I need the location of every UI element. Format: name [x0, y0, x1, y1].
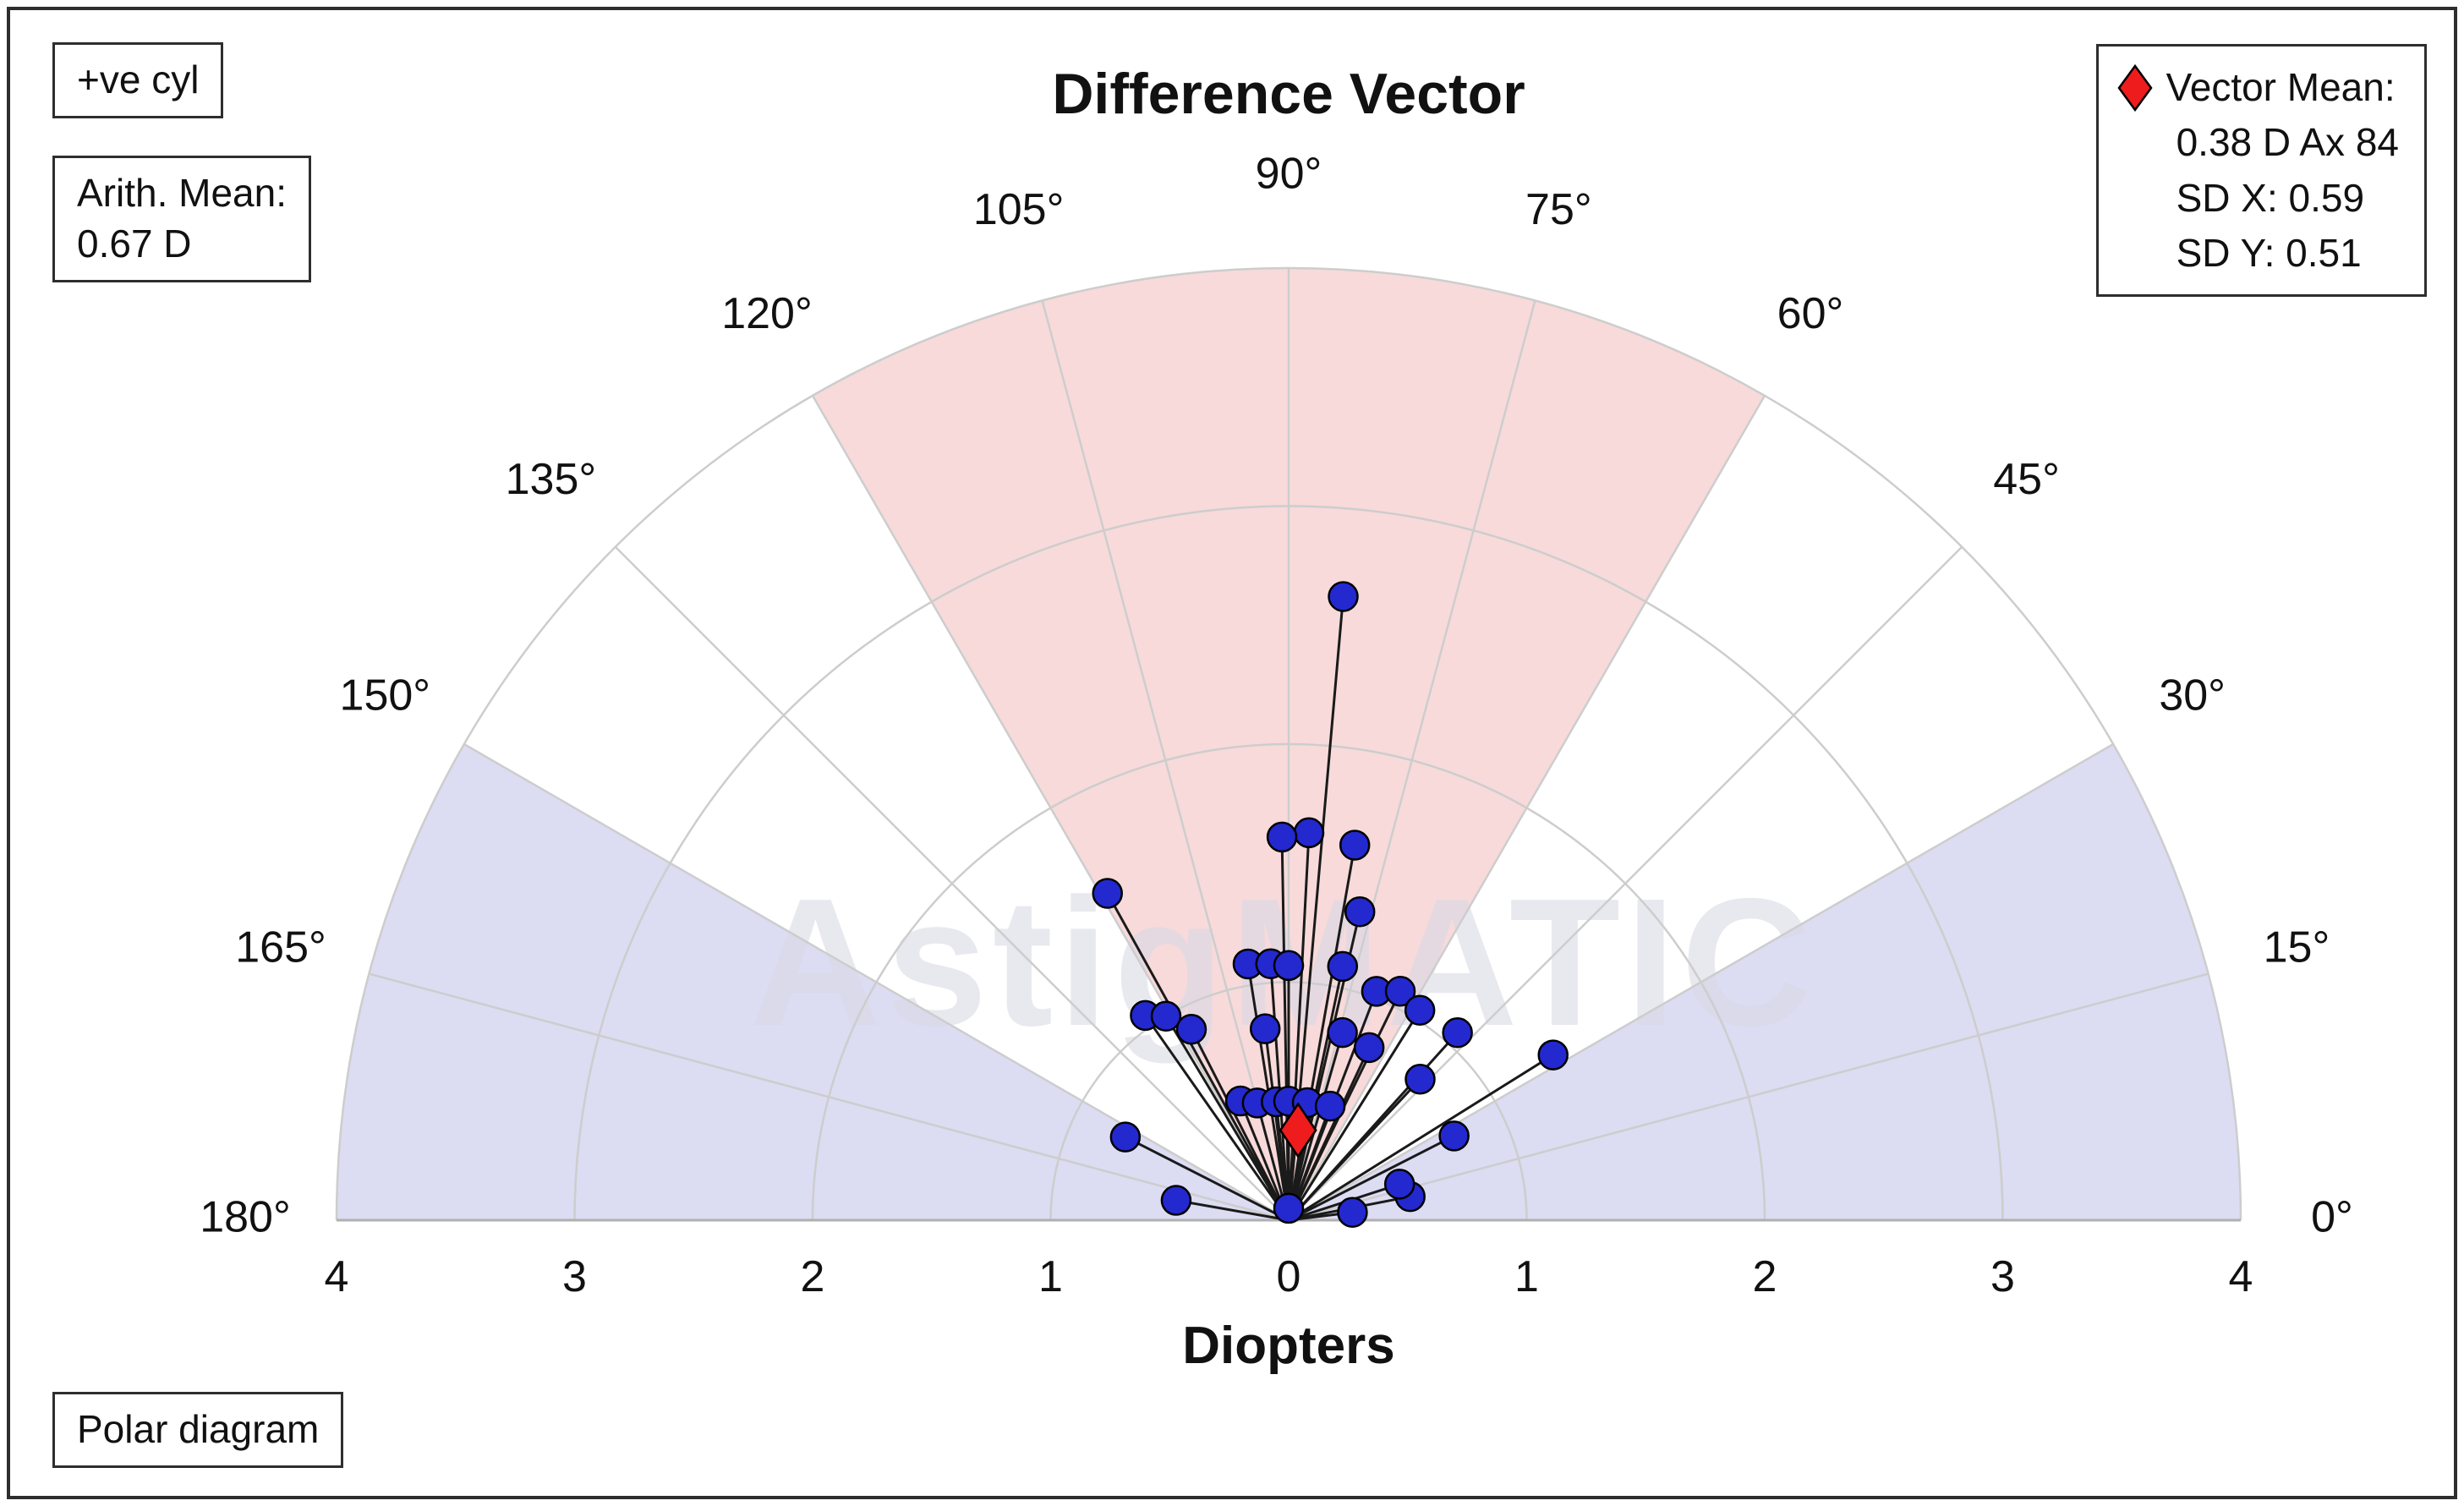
legend-mean-value: 0.38 D Ax 84: [2176, 120, 2399, 165]
difference-vector-line: [1287, 832, 1311, 1221]
diagram-type-badge: Polar diagram: [52, 1392, 344, 1468]
legend-sd-y: SD Y: 0.51: [2176, 230, 2362, 275]
angle-tick-label: 60°: [1777, 289, 1844, 338]
angle-tick-label: 180°: [200, 1193, 291, 1242]
data-point: [1442, 1017, 1473, 1049]
diopter-tick-label: 2: [1753, 1252, 1777, 1301]
diopter-tick-label: 1: [1514, 1252, 1539, 1301]
data-point: [1344, 895, 1376, 928]
angle-tick-label: 15°: [2264, 923, 2330, 972]
data-point: [1383, 1169, 1415, 1200]
angle-tick-label: 45°: [1993, 455, 2060, 504]
angle-tick-label: 30°: [2159, 671, 2226, 720]
difference-vector-line: [1287, 1047, 1371, 1221]
data-point: [1150, 1000, 1182, 1032]
data-point: [1249, 1013, 1281, 1044]
angle-gridline: [1288, 972, 2209, 1222]
angle-gridline: [1287, 395, 1766, 1221]
data-point: [1337, 1197, 1368, 1228]
arith-mean-value: 0.67 D: [77, 221, 192, 266]
angle-gridline: [1288, 742, 2114, 1222]
angle-gridline: [1041, 300, 1290, 1221]
angle-gridline: [1288, 545, 1963, 1221]
x-axis-title: Diopters: [1182, 1317, 1395, 1375]
diopter-tick-label: 3: [562, 1252, 587, 1301]
data-point: [1339, 830, 1371, 861]
data-point: [1314, 1090, 1346, 1122]
data-point: [1328, 581, 1359, 612]
vector-mean-icon: [2117, 63, 2153, 112]
angle-tick-label: 0°: [2311, 1193, 2353, 1242]
difference-vector-line: [1288, 1054, 1554, 1222]
difference-vector-line: [1287, 1078, 1421, 1222]
data-point: [1384, 976, 1416, 1007]
legend-title: Vector Mean:: [2166, 65, 2396, 109]
data-point: [1404, 1063, 1436, 1095]
difference-vector-line: [1287, 1032, 1344, 1221]
data-point: [1273, 950, 1305, 982]
angle-gridline: [369, 972, 1289, 1222]
data-point: [1092, 878, 1123, 909]
data-point: [1175, 1014, 1207, 1045]
data-point: [1109, 1121, 1142, 1153]
arith-mean-badge: Arith. Mean: 0.67 D: [52, 156, 311, 282]
data-point: [1537, 1039, 1569, 1071]
difference-vector-line: [1125, 1136, 1289, 1222]
diopter-tick-label: 0: [1277, 1252, 1301, 1301]
data-point: [1273, 1192, 1305, 1224]
diopter-tick-label: 3: [1990, 1252, 2015, 1301]
data-point: [1293, 817, 1325, 849]
diopter-tick-label: 1: [1038, 1252, 1063, 1301]
difference-vector-line: [1144, 1015, 1290, 1221]
diopter-tick-label: 4: [2229, 1252, 2253, 1301]
angle-gridline: [811, 395, 1290, 1221]
diopter-tick-label: 4: [325, 1252, 349, 1301]
angle-tick-label: 165°: [235, 923, 326, 972]
angle-tick-label: 90°: [1256, 150, 1322, 199]
difference-vector-line: [1288, 1134, 1455, 1222]
data-point: [1404, 994, 1436, 1026]
legend-sd-x: SD X: 0.59: [2176, 175, 2365, 220]
data-point: [1160, 1185, 1192, 1216]
vector-mean-legend: Vector Mean: 0.38 D Ax 84 SD X: 0.59 SD …: [2095, 44, 2427, 298]
angle-tick-label: 150°: [340, 671, 431, 720]
difference-vector-line: [1164, 1015, 1290, 1221]
cyl-convention-badge: +ve cyl: [52, 42, 224, 118]
angle-gridline: [463, 742, 1289, 1222]
difference-vector-line: [1190, 1028, 1290, 1221]
data-point: [1327, 950, 1359, 983]
vector-mean-marker: [1279, 1102, 1317, 1158]
data-point: [1353, 1032, 1385, 1064]
angle-tick-label: 120°: [721, 289, 813, 338]
difference-vector-line: [1287, 1009, 1421, 1221]
data-point: [1327, 1016, 1358, 1049]
angle-gridline: [1287, 300, 1536, 1221]
chart-title: Difference Vector: [1052, 62, 1525, 126]
angle-tick-label: 75°: [1525, 185, 1592, 234]
shaded-sector: [1289, 744, 2241, 1220]
difference-vector-line: [1175, 1199, 1289, 1222]
angle-gridline: [614, 545, 1289, 1221]
difference-vector-line: [1106, 892, 1290, 1221]
data-point: [1438, 1120, 1470, 1152]
arith-mean-label: Arith. Mean:: [77, 171, 287, 215]
shaded-sector: [337, 744, 1289, 1220]
angle-tick-label: 135°: [506, 455, 597, 504]
data-point: [1266, 821, 1298, 853]
diopter-tick-label: 2: [801, 1252, 825, 1301]
angle-tick-label: 105°: [973, 185, 1065, 234]
